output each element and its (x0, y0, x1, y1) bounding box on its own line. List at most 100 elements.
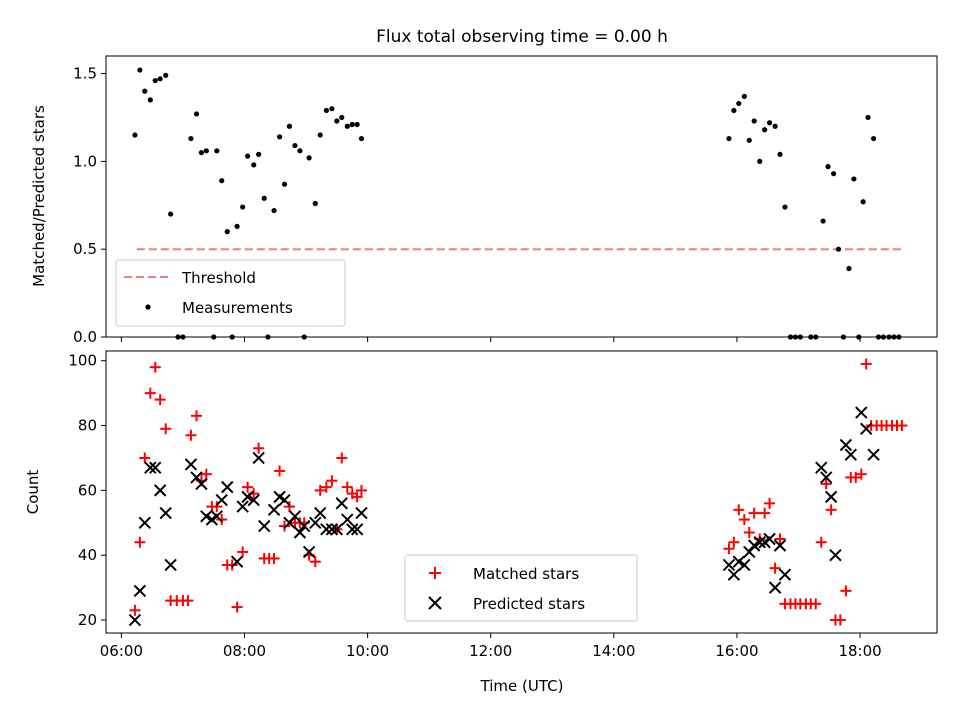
measurement-point (762, 127, 768, 133)
matched-star-marker (242, 481, 254, 493)
predicted-star-markers (128, 406, 880, 627)
predicted-star-marker (867, 448, 880, 461)
measurement-point (168, 211, 174, 217)
matched-star-marker (160, 423, 172, 435)
measurement-point (214, 148, 220, 154)
measurement-point (142, 88, 148, 94)
top-legend-box (115, 259, 346, 327)
measurement-point (157, 76, 163, 82)
top-legend: Threshold Measurements (115, 259, 346, 327)
measurement-point (777, 151, 783, 157)
measurement-point (846, 265, 852, 272)
predicted-star-marker (164, 558, 177, 572)
bottom-x-tick-label: 18:00 (838, 642, 881, 660)
measurement-point (271, 207, 277, 214)
matched-star-marker (860, 358, 872, 370)
matched-star-marker (815, 536, 827, 548)
measurement-point (766, 120, 773, 126)
measurement-point (240, 204, 246, 210)
measurement-point (782, 204, 788, 210)
matched-star-marker (149, 361, 161, 373)
matched-star-marker (351, 491, 363, 503)
predicted-star-marker (190, 471, 203, 484)
matched-star-marker (283, 501, 295, 513)
matched-star-markers (129, 358, 908, 626)
predicted-star-marker (252, 451, 265, 465)
measurement-point (256, 151, 262, 157)
predicted-star-marker (355, 506, 368, 520)
measurement-point (152, 77, 158, 84)
top-panel: Flux total observing time = 0.00 h 0.0 0.… (30, 27, 938, 346)
measurement-point (736, 100, 742, 107)
measurement-point (741, 93, 747, 99)
predicted-star-marker (325, 523, 339, 536)
predicted-star-marker (210, 510, 224, 523)
matched-star-marker (341, 481, 353, 493)
bottom-y-tick-label: 40 (78, 546, 97, 564)
measurement-point (198, 149, 205, 156)
matched-star-marker (139, 452, 151, 464)
top-y-tick-label: 0.0 (73, 328, 97, 346)
predicted-star-marker (346, 523, 359, 536)
matched-star-marker (182, 595, 194, 607)
predicted-star-marker (747, 539, 761, 552)
measurement-point (830, 171, 837, 177)
bottom-y-tick-label: 100 (68, 352, 97, 370)
top-axes-frame (105, 55, 938, 338)
predicted-star-marker (824, 490, 838, 504)
measurement-point (726, 135, 732, 142)
matched-star-marker (820, 478, 832, 490)
measurement-point (251, 162, 257, 168)
predicted-star-marker (320, 523, 333, 536)
top-y-axis-label: Matched/Predicted stars (30, 105, 48, 287)
measurement-point (772, 123, 778, 129)
predicted-star-marker (314, 506, 327, 520)
bottom-y-axis-label: Count (24, 470, 42, 515)
matched-star-marker (769, 562, 781, 574)
predicted-star-marker (330, 523, 344, 536)
predicted-star-marker (138, 516, 151, 530)
bottom-y-tick-label: 80 (78, 417, 97, 435)
legend-matched-swatch (429, 567, 441, 579)
predicted-star-marker (732, 555, 745, 568)
predicted-star-marker (844, 448, 858, 461)
predicted-star-marker (819, 471, 833, 484)
measurement-point (751, 118, 757, 124)
measurement-point (825, 164, 831, 170)
matched-star-marker (216, 514, 228, 526)
matched-star-marker (764, 497, 776, 509)
matched-star-marker (268, 552, 280, 564)
measurement-point (297, 148, 303, 154)
measurement-point (203, 148, 209, 154)
bottom-legend: Matched stars Predicted stars (404, 554, 638, 622)
measurement-point (851, 176, 857, 182)
matched-star-marker (336, 452, 348, 464)
measurement-point (865, 114, 871, 121)
measurement-point (354, 121, 360, 128)
measurement-point (835, 246, 842, 252)
measurement-point (870, 135, 877, 142)
matched-star-marker (226, 559, 238, 571)
matched-star-marker (896, 420, 908, 432)
matched-star-marker (748, 507, 760, 519)
predicted-star-marker (257, 519, 271, 533)
matched-star-marker (733, 504, 745, 516)
matched-star-marker (774, 533, 786, 545)
measurement-point (344, 123, 350, 129)
matched-star-marker (743, 527, 755, 539)
legend-measurements-label: Measurements (182, 299, 293, 317)
predicted-star-marker (855, 406, 868, 419)
measurement-point (329, 106, 335, 112)
matched-star-marker (211, 501, 223, 513)
measurement-point (147, 97, 153, 103)
predicted-star-marker (293, 526, 307, 539)
top-y-tick-label: 0.5 (73, 240, 97, 258)
matched-star-marker (134, 536, 146, 548)
matched-star-marker (759, 507, 771, 519)
measurement-point (132, 132, 138, 138)
matched-star-marker (190, 410, 202, 422)
measurement-point (820, 218, 826, 224)
chart-title: Flux total observing time = 0.00 h (376, 27, 668, 47)
predicted-star-marker (341, 513, 354, 526)
top-y-ticks: 0.0 0.5 1.0 1.5 (73, 65, 106, 346)
